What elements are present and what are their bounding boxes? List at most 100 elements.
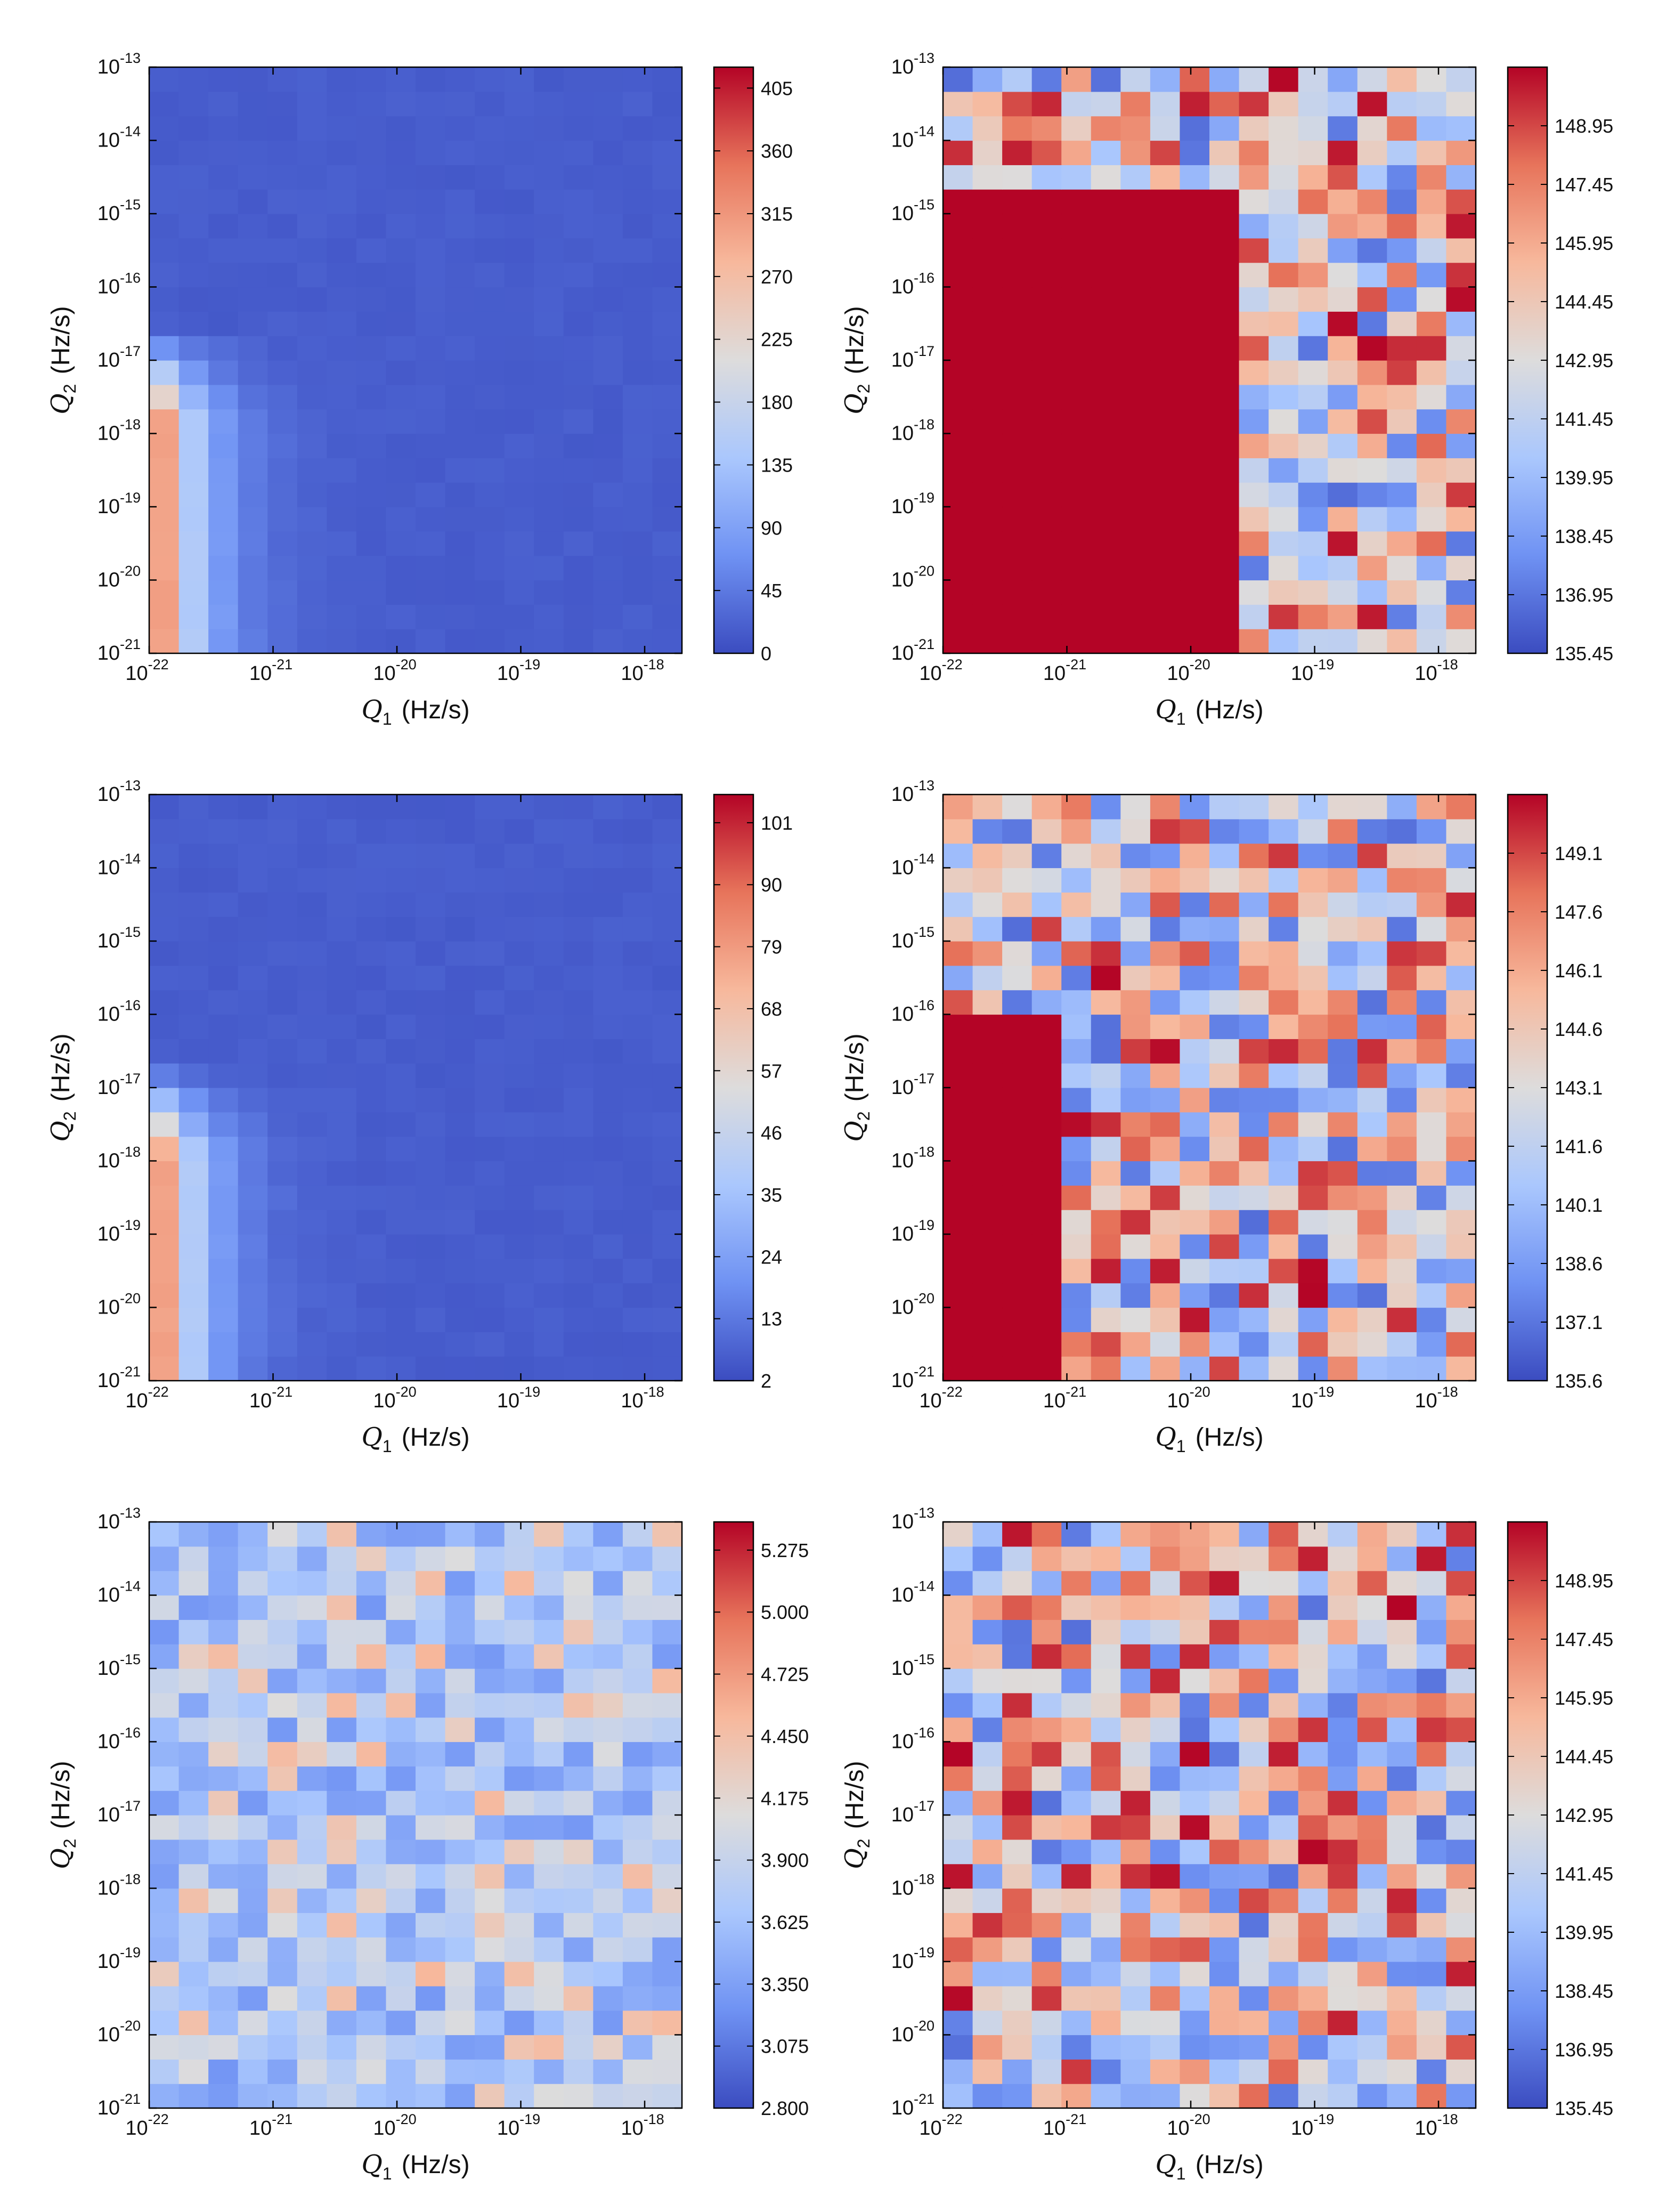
heat-cell [386, 941, 416, 966]
heat-cell [652, 336, 682, 361]
heat-cell [943, 843, 973, 869]
heat-cell [416, 1185, 446, 1210]
heat-cell [534, 2010, 564, 2036]
heat-cell [1091, 1014, 1121, 1039]
heat-cell [1328, 1913, 1358, 1938]
y-tick-label: 10-20 [891, 2018, 934, 2046]
heat-cell [356, 262, 387, 288]
x-tick-label: 10-19 [1291, 1384, 1334, 1412]
heat-cell [972, 336, 1003, 361]
heat-cell [1357, 1692, 1387, 1718]
heat-cell [1120, 1210, 1151, 1235]
heat-cell [622, 1258, 653, 1284]
heat-cell [652, 1937, 682, 1962]
heat-cell [267, 1619, 298, 1644]
heat-cell [504, 1283, 534, 1308]
colorbar-tick-label: 90 [761, 517, 782, 539]
heat-cell [1446, 2010, 1476, 2036]
heat-cell [652, 990, 682, 1015]
heat-cell [208, 1210, 239, 1235]
heat-cell [1120, 1766, 1151, 1791]
heat-cell [534, 1986, 564, 2011]
heat-cell [1061, 189, 1092, 214]
y-tick-exponent: -20 [914, 1291, 934, 1307]
heat-cell [386, 2035, 416, 2060]
heat-cell [943, 892, 973, 917]
heat-cell [1239, 941, 1269, 966]
heat-cell [622, 531, 653, 556]
heat-cell [445, 1234, 475, 1259]
heat-cell [267, 965, 298, 991]
heat-cell [1031, 1815, 1062, 1840]
heat-cell [1031, 1570, 1062, 1596]
colorbar-tick-label: 225 [761, 329, 793, 351]
heat-cell [652, 1839, 682, 1865]
heat-cell [475, 1644, 505, 1669]
heat-cell [593, 819, 623, 844]
heat-cell [1416, 140, 1447, 165]
heat-cell [386, 1839, 416, 1865]
heat-cell [178, 1595, 209, 1620]
heat-cell [1150, 2059, 1181, 2084]
heat-cell [1416, 91, 1447, 117]
heat-cell [504, 629, 534, 654]
heat-cell [504, 1546, 534, 1571]
y-tick-exponent: -19 [120, 490, 141, 506]
heat-cell [563, 1717, 594, 1743]
heat-cell [1269, 1644, 1299, 1669]
heat-cell [445, 189, 475, 214]
y-tick-exponent: -21 [914, 1364, 934, 1380]
heat-cell [1031, 1185, 1062, 1210]
heat-cell [622, 917, 653, 942]
heat-cell [356, 1863, 387, 1889]
heat-cell [1031, 2084, 1062, 2109]
heat-cell [1298, 2010, 1328, 2036]
heat-cell [1061, 2035, 1092, 2060]
heat-cell [1328, 1161, 1358, 1186]
heat-cell [652, 629, 682, 654]
heat-cell [356, 2059, 387, 2084]
heat-cell [1031, 2059, 1062, 2084]
heat-cell [178, 1790, 209, 1816]
heat-cell [386, 165, 416, 190]
heat-cell [652, 1185, 682, 1210]
heat-cell [504, 868, 534, 893]
heat-cell [1446, 116, 1476, 141]
colorbar-tick-label: 13 [761, 1308, 782, 1330]
heat-cell [327, 238, 357, 263]
heat-cell [208, 1937, 239, 1962]
heat-cell [297, 2059, 327, 2084]
heat-cell [386, 1088, 416, 1113]
heat-cell [208, 262, 239, 288]
heat-cell [327, 1161, 357, 1186]
heat-cell [1091, 2010, 1121, 2036]
heat-cell [327, 795, 357, 820]
heat-cell [1061, 965, 1092, 991]
heat-cell [267, 1063, 298, 1088]
heat-cell [1328, 165, 1358, 190]
heat-cell [1180, 384, 1210, 410]
heat-cell [972, 458, 1003, 483]
heat-cell [267, 1039, 298, 1064]
heat-cell [972, 1088, 1003, 1113]
heat-cell [178, 140, 209, 165]
y-tick-exponent: -19 [120, 1944, 141, 1960]
heat-cell [356, 868, 387, 893]
heat-cell [563, 1962, 594, 1987]
heat-cell [475, 360, 505, 385]
heat-cell [1446, 1790, 1476, 1816]
heat-cell [267, 1332, 298, 1357]
heat-cell [1298, 1717, 1328, 1743]
heat-cell [534, 892, 564, 917]
heat-cell [1446, 819, 1476, 844]
heat-cell [1209, 1258, 1240, 1284]
heat-cell [652, 1112, 682, 1137]
heat-cell [1120, 2035, 1151, 2060]
heat-cell [1269, 2084, 1299, 2109]
heat-cell [1002, 843, 1033, 869]
heat-cell [1446, 67, 1476, 92]
heat-cell [652, 1962, 682, 1987]
heat-cell [1328, 1815, 1358, 1840]
heat-cell [593, 1913, 623, 1938]
heat-cell [327, 1962, 357, 1987]
